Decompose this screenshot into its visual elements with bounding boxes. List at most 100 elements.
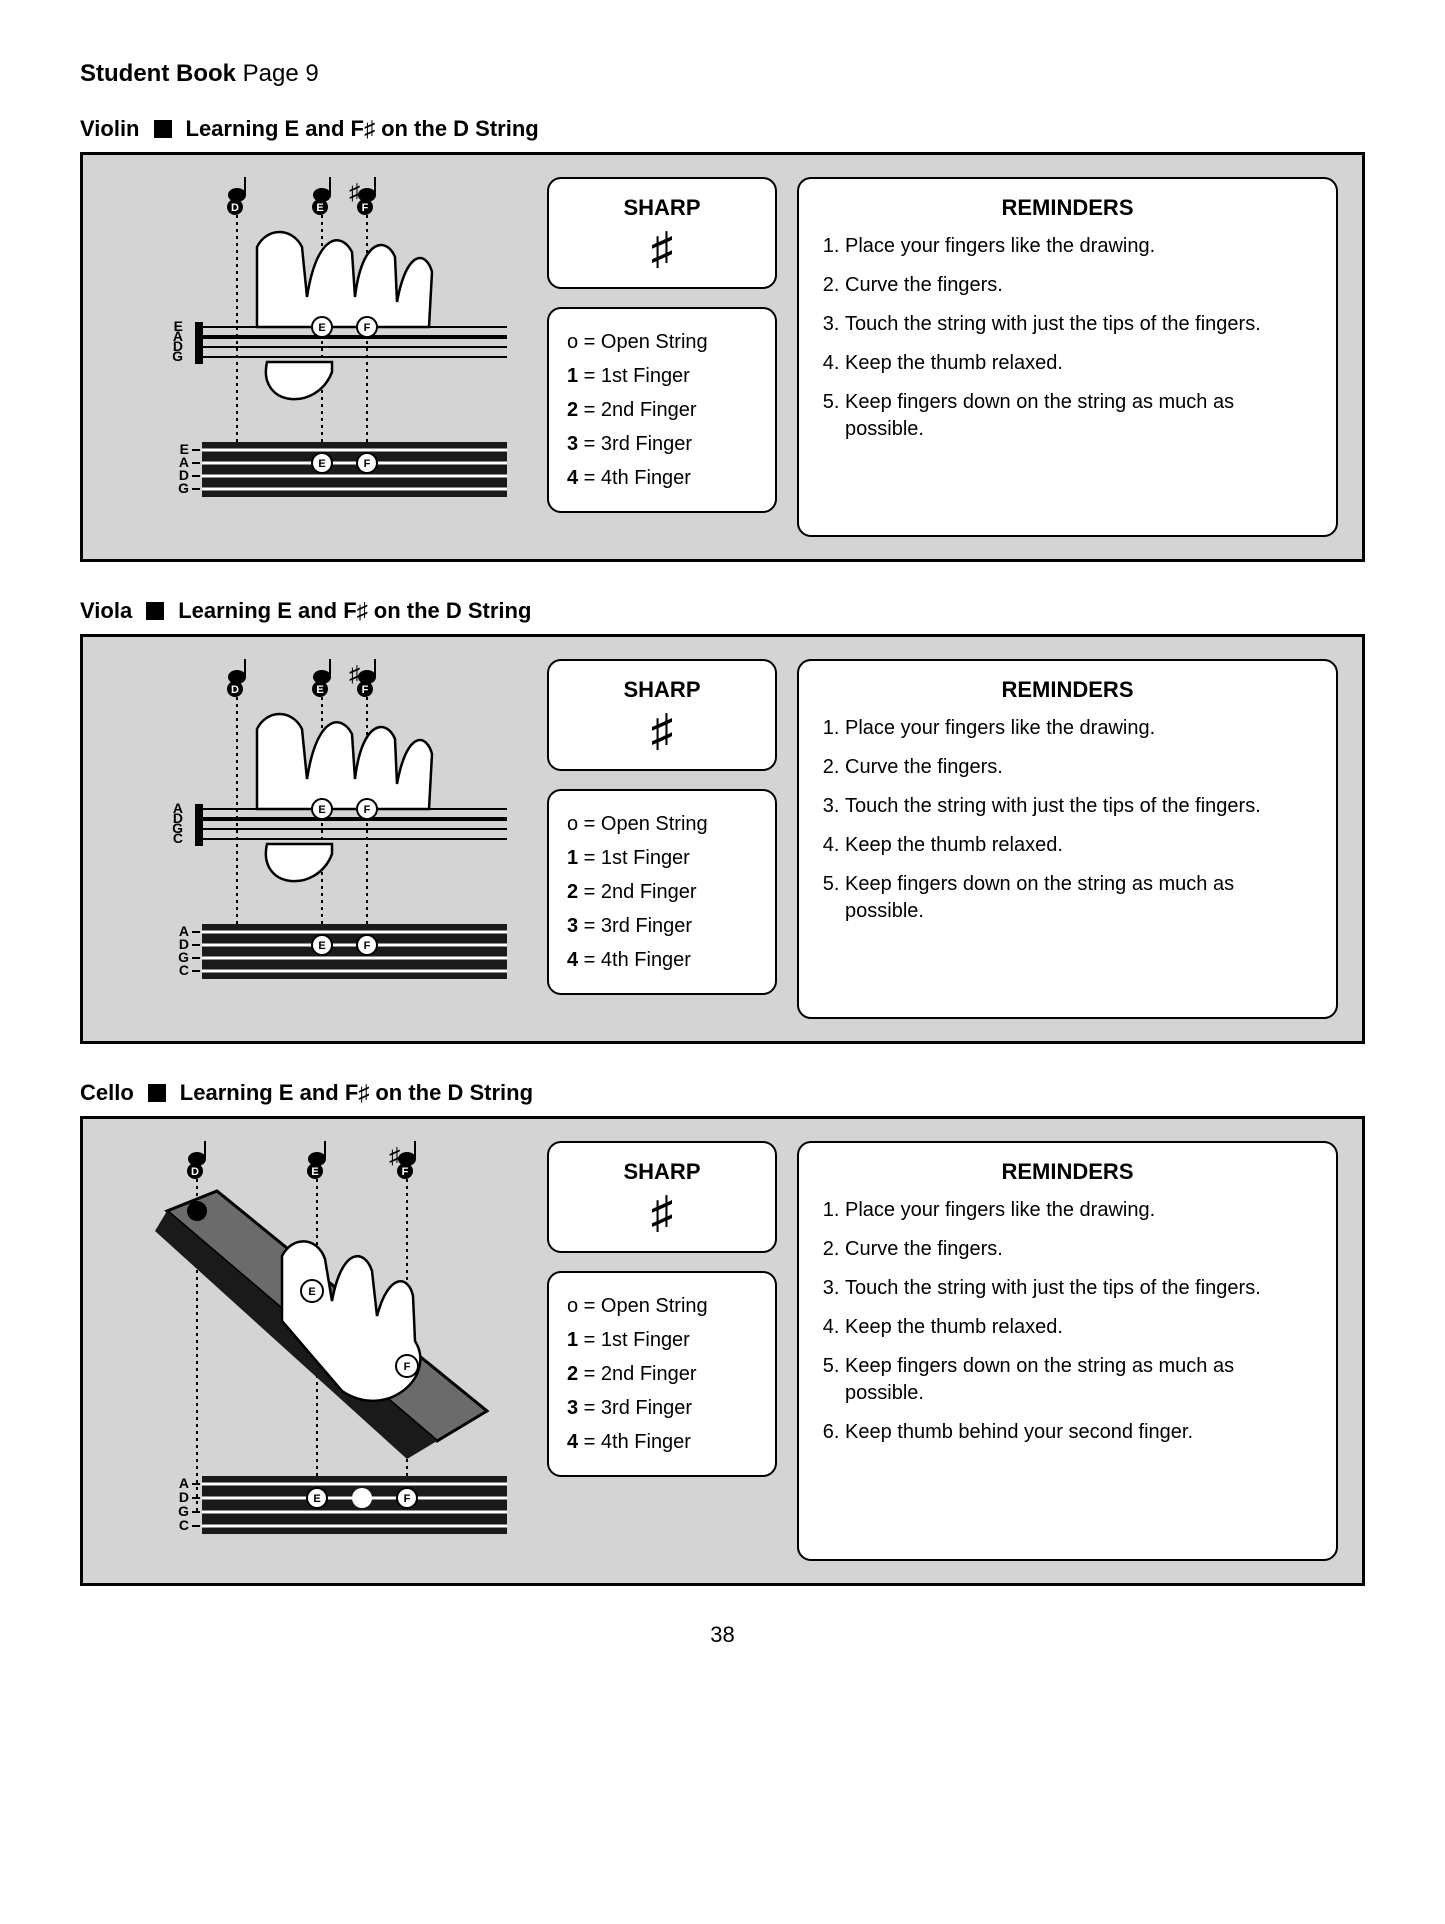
square-bullet-icon <box>154 120 172 138</box>
reminder-item: Keep the thumb relaxed. <box>845 1314 1318 1341</box>
reminder-item: Touch the string with just the tips of t… <box>845 311 1318 338</box>
svg-text:C: C <box>179 962 189 978</box>
reminders-card: REMINDERS Place your fingers like the dra… <box>797 659 1338 1019</box>
legend-row: 3 = 3rd Finger <box>567 1391 757 1425</box>
reminders-card: REMINDERS Place your fingers like the dra… <box>797 1141 1338 1561</box>
reminders-title: REMINDERS <box>817 1159 1318 1185</box>
page-header-rest: Page 9 <box>236 60 319 87</box>
legend-card: o = Open String1 = 1st Finger2 = 2nd Fin… <box>547 307 777 513</box>
svg-text:E: E <box>311 1166 318 1178</box>
svg-text:F: F <box>362 684 369 696</box>
svg-text:E: E <box>318 940 325 952</box>
svg-text:E: E <box>318 322 325 334</box>
sharp-card: SHARP ♯ <box>547 659 777 771</box>
instrument-panel: DE♯FADGCEFADGCEFSHARP♯o = Open String1 =… <box>80 634 1365 1044</box>
svg-text:E: E <box>313 1493 320 1505</box>
reminders-title: REMINDERS <box>817 195 1318 221</box>
legend-row: 2 = 2nd Finger <box>567 875 757 909</box>
reminder-item: Touch the string with just the tips of t… <box>845 793 1318 820</box>
square-bullet-icon <box>146 602 164 620</box>
instrument-name: Violin <box>80 116 140 142</box>
legend-row: 1 = 1st Finger <box>567 841 757 875</box>
svg-text:F: F <box>362 202 369 214</box>
legend-row: 1 = 1st Finger <box>567 1323 757 1357</box>
legend-row: 4 = 4th Finger <box>567 1425 757 1459</box>
svg-text:D: D <box>231 684 239 696</box>
section-title: Viola Learning E and F♯ on the D String <box>80 598 1365 624</box>
legend-card: o = Open String1 = 1st Finger2 = 2nd Fin… <box>547 789 777 995</box>
reminder-item: Keep fingers down on the string as much … <box>845 871 1318 925</box>
svg-text:E: E <box>316 202 323 214</box>
sharp-title: SHARP <box>567 1159 757 1185</box>
page-header: Student Book Page 9 <box>80 60 1365 88</box>
reminder-item: Place your fingers like the drawing. <box>845 1197 1318 1224</box>
section-subtitle: Learning E and F♯ on the D String <box>178 598 531 624</box>
reminder-item: Keep the thumb relaxed. <box>845 350 1318 377</box>
section-title: Cello Learning E and F♯ on the D String <box>80 1080 1365 1106</box>
sharp-title: SHARP <box>567 195 757 221</box>
svg-text:G: G <box>172 348 183 364</box>
reminders-list: Place your fingers like the drawing. Curv… <box>817 233 1318 443</box>
reminder-item: Keep fingers down on the string as much … <box>845 1353 1318 1407</box>
legend-row: o = Open String <box>567 807 757 841</box>
reminders-list: Place your fingers like the drawing. Curv… <box>817 715 1318 925</box>
svg-text:G: G <box>178 480 189 496</box>
legend-row: 4 = 4th Finger <box>567 461 757 495</box>
legend-row: 3 = 3rd Finger <box>567 427 757 461</box>
instrument-name: Cello <box>80 1080 134 1106</box>
section-subtitle: Learning E and F♯ on the D String <box>180 1080 533 1106</box>
svg-text:D: D <box>191 1166 199 1178</box>
diagram-area: DE♯FEADGEFEADGEF <box>107 177 527 537</box>
diagram-area: DE♯FADGCEFADGCEF <box>107 659 527 1019</box>
sharp-title: SHARP <box>567 677 757 703</box>
svg-text:F: F <box>364 322 371 334</box>
sharp-symbol-icon: ♯ <box>567 227 757 271</box>
section-title: Violin Learning E and F♯ on the D String <box>80 116 1365 142</box>
svg-text:F: F <box>364 458 371 470</box>
instrument-name: Viola <box>80 598 132 624</box>
square-bullet-icon <box>148 1084 166 1102</box>
svg-text:C: C <box>179 1517 189 1533</box>
instrument-panel: DE♯FEADGEFEADGEFSHARP♯o = Open String1 =… <box>80 152 1365 562</box>
svg-text:F: F <box>404 1493 411 1505</box>
reminder-item: Place your fingers like the drawing. <box>845 233 1318 260</box>
svg-text:D: D <box>231 202 239 214</box>
svg-text:♯: ♯ <box>389 1143 400 1168</box>
legend-row: 1 = 1st Finger <box>567 359 757 393</box>
svg-text:F: F <box>364 940 371 952</box>
svg-text:♯: ♯ <box>349 661 360 686</box>
page-number: 38 <box>80 1622 1365 1648</box>
sharp-card: SHARP ♯ <box>547 177 777 289</box>
reminder-item: Place your fingers like the drawing. <box>845 715 1318 742</box>
svg-text:F: F <box>364 804 371 816</box>
svg-text:E: E <box>308 1286 315 1298</box>
svg-text:F: F <box>402 1166 409 1178</box>
reminder-item: Curve the fingers. <box>845 272 1318 299</box>
reminders-card: REMINDERS Place your fingers like the dra… <box>797 177 1338 537</box>
reminder-item: Keep thumb behind your second finger. <box>845 1419 1318 1446</box>
legend-row: 2 = 2nd Finger <box>567 393 757 427</box>
legend-row: 4 = 4th Finger <box>567 943 757 977</box>
section-subtitle: Learning E and F♯ on the D String <box>186 116 539 142</box>
svg-text:C: C <box>173 830 183 846</box>
reminder-item: Curve the fingers. <box>845 1236 1318 1263</box>
reminders-title: REMINDERS <box>817 677 1318 703</box>
legend-row: 2 = 2nd Finger <box>567 1357 757 1391</box>
legend-card: o = Open String1 = 1st Finger2 = 2nd Fin… <box>547 1271 777 1477</box>
legend-row: o = Open String <box>567 325 757 359</box>
page-header-bold: Student Book <box>80 60 236 87</box>
svg-text:E: E <box>316 684 323 696</box>
svg-text:♯: ♯ <box>349 179 360 204</box>
reminder-item: Keep fingers down on the string as much … <box>845 389 1318 443</box>
reminders-list: Place your fingers like the drawing. Curv… <box>817 1197 1318 1446</box>
legend-row: 3 = 3rd Finger <box>567 909 757 943</box>
sharp-symbol-icon: ♯ <box>567 709 757 753</box>
diagram-area: DE♯FEFADGCEF <box>107 1141 527 1561</box>
reminder-item: Touch the string with just the tips of t… <box>845 1275 1318 1302</box>
svg-text:F: F <box>404 1361 411 1373</box>
legend-row: o = Open String <box>567 1289 757 1323</box>
sharp-symbol-icon: ♯ <box>567 1191 757 1235</box>
reminder-item: Curve the fingers. <box>845 754 1318 781</box>
sharp-card: SHARP ♯ <box>547 1141 777 1253</box>
svg-text:E: E <box>318 458 325 470</box>
